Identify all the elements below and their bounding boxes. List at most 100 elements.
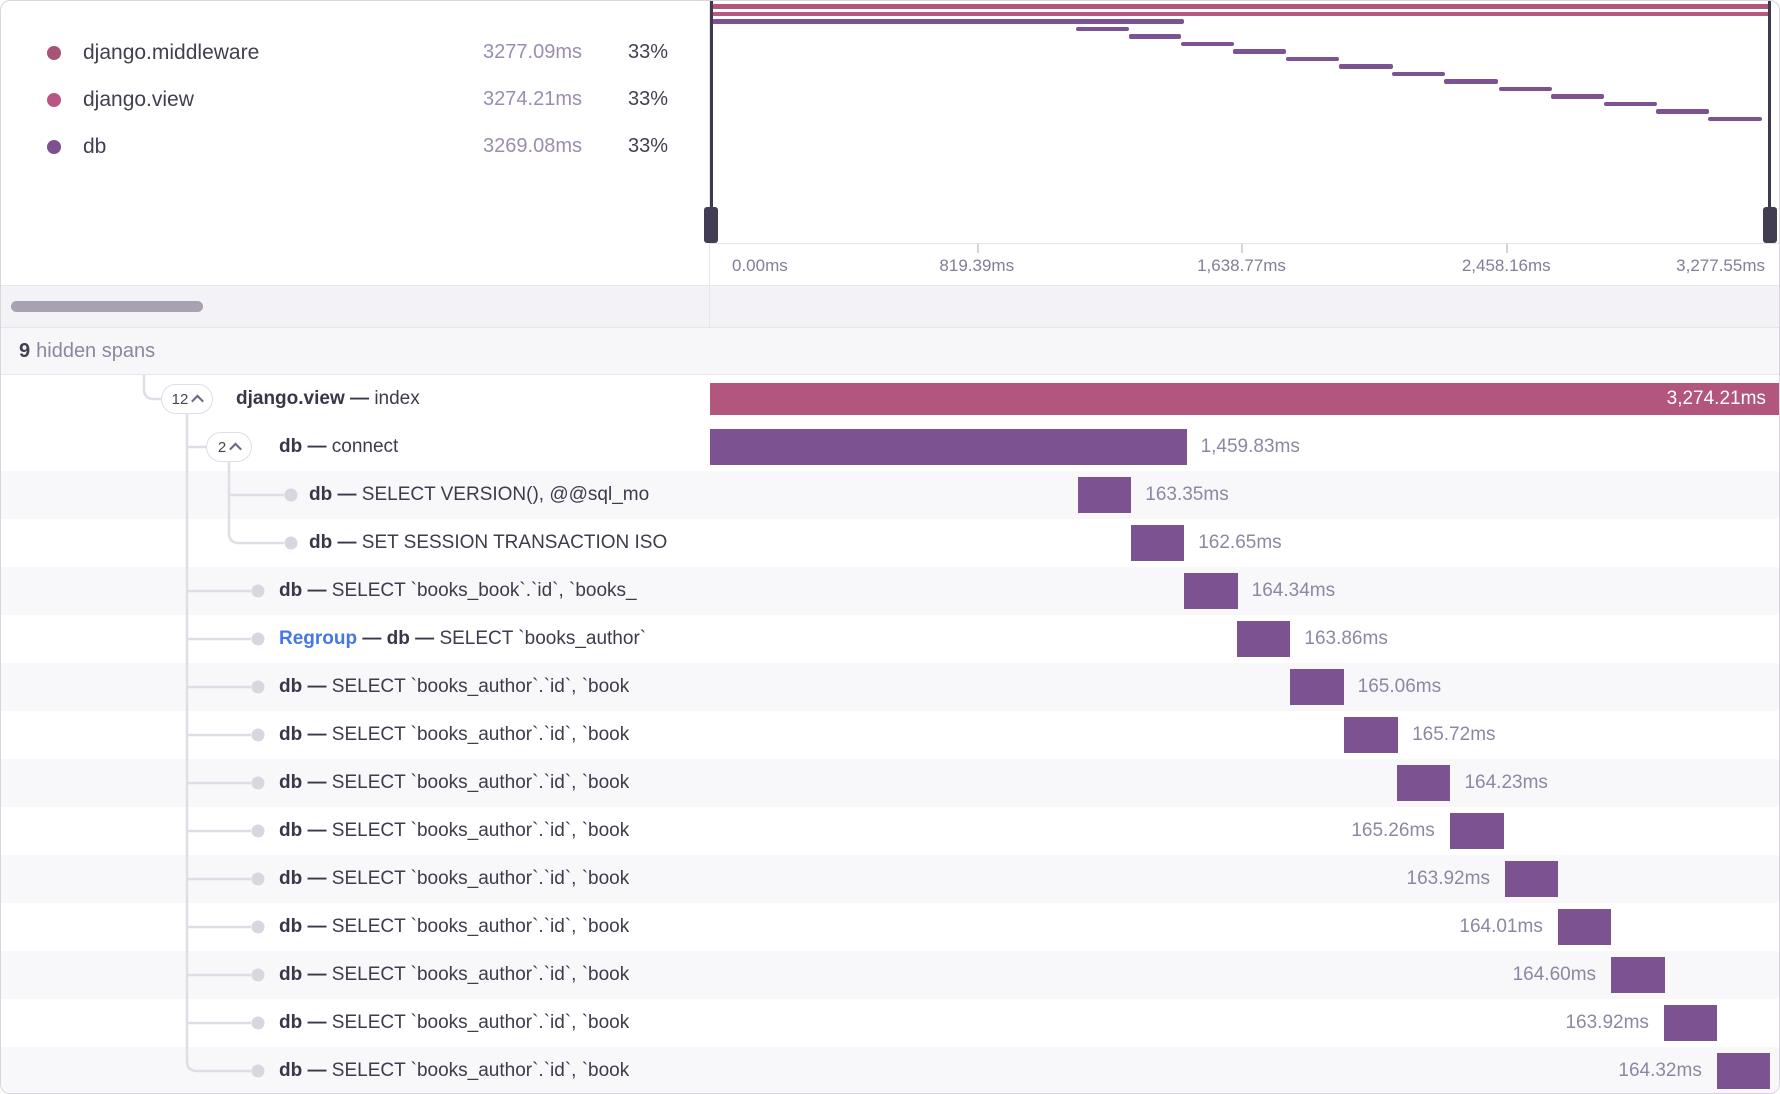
time-axis: 0.00ms 819.39ms 1,638.77ms 2,458.16ms 3,277.…	[710, 243, 1779, 285]
span-duration-bar[interactable]	[1077, 477, 1132, 513]
span-row[interactable]: db — SELECT `books_author`.`id`, `book 16…	[1, 759, 1779, 807]
span-row[interactable]: db — SET SESSION TRANSACTION ISO 162.65ms	[1, 519, 1779, 567]
span-duration-bar[interactable]	[1716, 1053, 1771, 1089]
span-name-segment: SELECT `books_author`.`id`, `book	[331, 916, 630, 937]
minimap-left-edge	[710, 1, 713, 241]
span-name-segment: SELECT `books_author`.`id`, `book	[331, 772, 630, 793]
span-duration-bar[interactable]	[1131, 525, 1185, 561]
span-bar-cell: 165.26ms	[710, 807, 1779, 855]
span-row[interactable]: django.view — index 3,274.21ms	[1, 375, 1779, 423]
span-tree-cell: db — SELECT `books_author`.`id`, `book	[1, 999, 709, 1047]
span-duration-label: 164.23ms	[1464, 772, 1548, 793]
span-bar-cell: 3,274.21ms	[710, 375, 1779, 423]
legend-item-django.view[interactable]: django.view 3274.21ms 33%	[1, 76, 709, 123]
minimap-span-bar	[1603, 101, 1657, 106]
span-name: django.view — index	[236, 375, 420, 423]
minimap-span-bar	[1444, 79, 1498, 84]
span-name-segment: —	[357, 628, 387, 649]
span-duration-label: 164.32ms	[1618, 1060, 1702, 1081]
span-row[interactable]: db — SELECT `books_author`.`id`, `book 16…	[1, 663, 1779, 711]
axis-label: 819.39ms	[939, 256, 1015, 275]
span-tree-cell: db — SELECT `books_author`.`id`, `book	[1, 807, 709, 855]
hidden-spans-toggle[interactable]: 9 hidden spans	[1, 328, 1779, 375]
span-bar-cell: 163.35ms	[710, 471, 1779, 519]
span-row[interactable]: db — SELECT `books_author`.`id`, `book 16…	[1, 903, 1779, 951]
span-name-segment: db	[279, 964, 303, 985]
legend-item-django.middleware[interactable]: django.middleware 3277.09ms 33%	[1, 29, 709, 76]
axis-label: 3,277.55ms	[1676, 256, 1765, 275]
span-name-segment: db	[279, 772, 303, 793]
span-name-segment: db	[309, 484, 333, 505]
legend-duration: 3274.21ms	[483, 88, 582, 110]
span-name-segment: SELECT `books_author`.`id`, `book	[331, 1012, 630, 1033]
minimap-span-bar	[1656, 109, 1710, 114]
minimap-span-bar	[1339, 64, 1393, 69]
span-tree-cell: db — SELECT `books_author`.`id`, `book	[1, 903, 709, 951]
span-tree-cell: db — SELECT `books_book`.`id`, `books_	[1, 567, 709, 615]
panel-divider	[709, 1, 710, 328]
span-duration-bar[interactable]	[1611, 957, 1665, 993]
span-row[interactable]: db — SELECT `books_author`.`id`, `book 16…	[1, 999, 1779, 1047]
span-duration-bar[interactable]	[1343, 717, 1399, 753]
span-duration-bar[interactable]	[1184, 573, 1238, 609]
span-duration-bar[interactable]	[710, 383, 1779, 415]
span-duration-bar[interactable]	[1449, 813, 1504, 849]
span-row[interactable]: Regroup — db — SELECT `books_author` 163.…	[1, 615, 1779, 663]
span-duration-label: 163.92ms	[1565, 1012, 1649, 1033]
span-duration-bar[interactable]	[1504, 861, 1559, 897]
legend-percent: 33%	[627, 88, 668, 110]
span-duration-bar[interactable]	[1236, 621, 1291, 657]
span-name-segment: —	[302, 1060, 332, 1081]
span-duration-label: 163.86ms	[1304, 628, 1388, 649]
span-name: db — SELECT `books_author`.`id`, `book	[279, 759, 629, 807]
span-tree-cell: db — SELECT `books_author`.`id`, `book	[1, 951, 709, 999]
span-name-segment: —	[344, 388, 375, 409]
collapse-button-db-connect[interactable]: 2	[206, 432, 252, 462]
span-bar-cell: 163.86ms	[710, 615, 1779, 663]
axis-label: 1,638.77ms	[1197, 256, 1286, 275]
span-bar-cell: 164.60ms	[710, 951, 1779, 999]
minimap-left-drag-handle[interactable]	[704, 207, 718, 243]
span-row[interactable]: db — SELECT `books_author`.`id`, `book 16…	[1, 807, 1779, 855]
legend-percent: 33%	[627, 135, 668, 157]
axis-tick	[1241, 244, 1244, 253]
span-name-segment: django.view	[236, 388, 345, 409]
span-name-segment: db	[386, 628, 410, 649]
span-row[interactable]: db — SELECT `books_author`.`id`, `book 16…	[1, 855, 1779, 903]
span-duration-bar[interactable]	[1289, 669, 1344, 705]
span-duration-label: 165.26ms	[1351, 820, 1435, 841]
span-duration-bar[interactable]	[1557, 909, 1612, 945]
span-duration-bar[interactable]	[1396, 765, 1451, 801]
legend-item-db[interactable]: db 3269.08ms 33%	[1, 123, 709, 170]
minimap-span-bar	[1391, 71, 1445, 76]
minimap-span-bar	[1233, 49, 1287, 54]
span-row[interactable]: db — SELECT `books_author`.`id`, `book 16…	[1, 951, 1779, 999]
span-name-segment: —	[332, 532, 362, 553]
legend-label: django.middleware	[83, 40, 260, 64]
span-name-segment: SELECT `books_author`.`id`, `book	[331, 1060, 630, 1081]
span-operation-link[interactable]: Regroup	[279, 628, 358, 649]
span-name-segment: —	[409, 628, 440, 649]
span-duration-bar[interactable]	[1663, 1005, 1718, 1041]
collapse-button-django-view[interactable]: 12	[161, 384, 213, 414]
span-name: db — SET SESSION TRANSACTION ISO	[309, 519, 667, 567]
span-name-segment: db	[309, 532, 333, 553]
span-name: db — SELECT `books_author`.`id`, `book	[279, 711, 629, 759]
span-row[interactable]: db — SELECT VERSION(), @@sql_mo 163.35ms	[1, 471, 1779, 519]
horizontal-scrollbar-thumb[interactable]	[11, 301, 203, 312]
minimap-right-drag-handle[interactable]	[1763, 207, 1777, 243]
span-tree-cell: django.view — index	[1, 375, 709, 423]
span-duration-bar[interactable]	[710, 429, 1187, 465]
span-row[interactable]: db — SELECT `books_author`.`id`, `book 16…	[1, 711, 1779, 759]
minimap-span-bar	[712, 11, 1770, 16]
trace-minimap[interactable]	[704, 1, 1779, 245]
span-row[interactable]: db — SELECT `books_author`.`id`, `book 16…	[1, 1047, 1779, 1093]
span-row[interactable]: db — connect 1,459.83ms	[1, 423, 1779, 471]
horizontal-scrollbar-track[interactable]	[1, 286, 1779, 328]
span-duration-label: 163.35ms	[1145, 484, 1229, 505]
span-name-segment: —	[302, 868, 332, 889]
span-row[interactable]: db — SELECT `books_book`.`id`, `books_ 16…	[1, 567, 1779, 615]
span-name-segment: —	[302, 1012, 332, 1033]
span-tree-cell: db — SELECT `books_author`.`id`, `book	[1, 663, 709, 711]
span-name-segment: —	[302, 820, 332, 841]
